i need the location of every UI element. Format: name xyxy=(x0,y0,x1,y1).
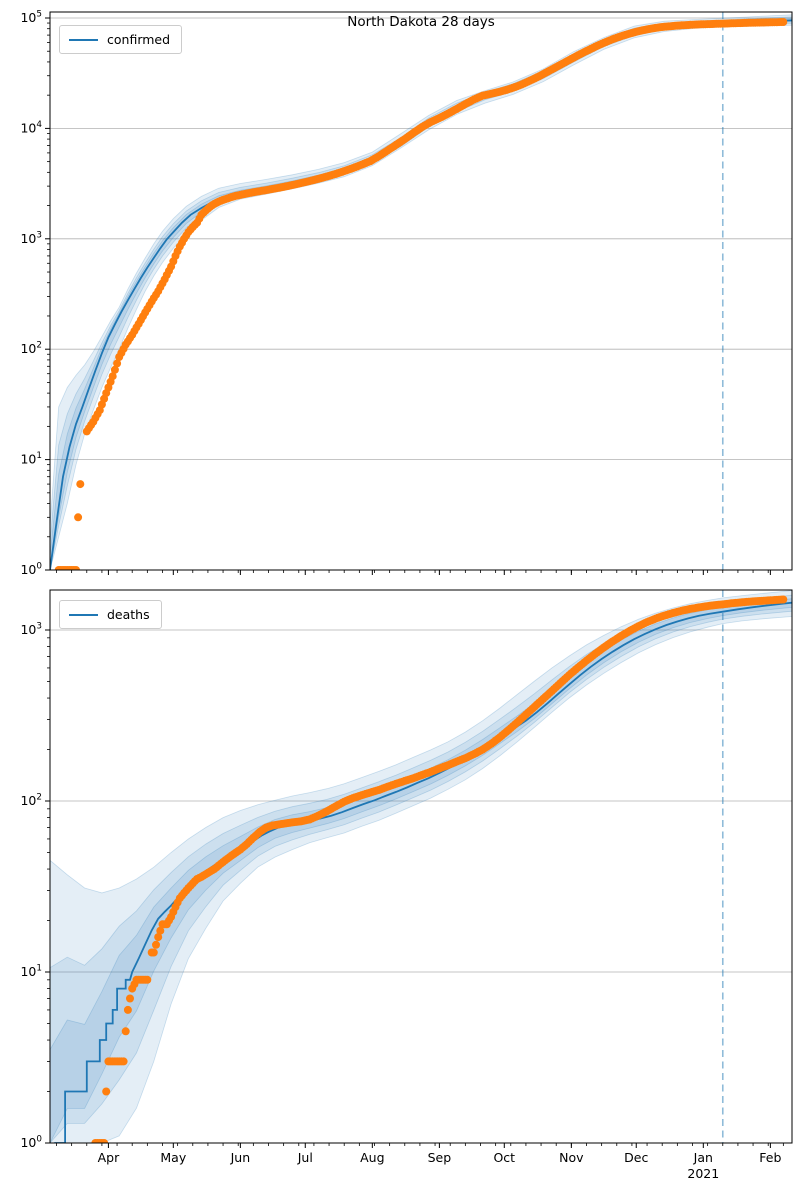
x-tick-label: Jan xyxy=(693,1150,713,1165)
y-tick-label: 101 xyxy=(20,964,42,980)
legend-deaths: deaths xyxy=(59,600,162,629)
data-point xyxy=(74,513,83,522)
data-point xyxy=(126,994,134,1003)
legend-line-sample-icon xyxy=(69,38,98,41)
y-tick-label: 105 xyxy=(20,10,42,26)
data-point xyxy=(779,18,788,26)
legend-label-deaths: deaths xyxy=(107,607,150,622)
x-tick-label: Feb xyxy=(759,1150,781,1165)
data-point xyxy=(102,1087,111,1096)
data-point xyxy=(156,926,165,935)
x-axis-ticks: Apr May Jun Jul Aug Sep Oct Nov Dec Jan Feb 2021 xyxy=(56,1143,784,1181)
x-tick-label: Aug xyxy=(360,1150,384,1165)
confidence-band xyxy=(50,594,792,1143)
grid-lines xyxy=(50,17,792,571)
y-tick-label: 100 xyxy=(20,562,42,578)
data-point xyxy=(154,933,163,942)
confirmed-chart: 100 101 102 103 104 105 xyxy=(20,10,793,578)
y-tick-label: 103 xyxy=(20,622,42,638)
x-axis-ticks xyxy=(56,570,784,575)
x-tick-label: Sep xyxy=(428,1150,452,1165)
y-axis-ticks: 100 101 102 103 xyxy=(20,622,50,1151)
confidence-bands xyxy=(50,590,792,1143)
y-tick-label: 100 xyxy=(20,1135,42,1151)
data-point xyxy=(123,1005,132,1014)
confidence-band xyxy=(50,598,792,1143)
x-tick-label: Oct xyxy=(493,1150,515,1165)
axes-spines xyxy=(49,11,793,571)
y-tick-label: 102 xyxy=(20,341,42,357)
data-point xyxy=(119,1057,128,1066)
y-axis-ticks: 100 101 102 103 104 105 xyxy=(20,10,50,578)
chart-title: North Dakota 28 days xyxy=(347,14,495,30)
observed-points xyxy=(91,595,788,1143)
data-point xyxy=(143,975,152,984)
y-tick-label: 101 xyxy=(20,451,42,467)
data-point xyxy=(72,566,80,570)
legend-confirmed: confirmed xyxy=(59,25,183,54)
legend-line-sample-icon xyxy=(69,613,98,616)
confidence-band xyxy=(50,18,792,570)
x-tick-label: May xyxy=(160,1150,186,1165)
y-tick-label: 102 xyxy=(20,793,42,809)
legend-label-confirmed: confirmed xyxy=(107,32,171,47)
data-point xyxy=(149,948,158,957)
data-point xyxy=(779,595,788,604)
data-point xyxy=(152,940,160,949)
x-tick-label: Nov xyxy=(559,1150,584,1165)
y-tick-label: 104 xyxy=(20,120,42,136)
x-tick-label: Dec xyxy=(624,1150,648,1165)
data-point xyxy=(100,1139,109,1143)
x-axis-year-label: 2021 xyxy=(687,1166,719,1181)
data-point xyxy=(76,480,85,489)
data-point xyxy=(121,1027,130,1036)
data-point xyxy=(110,365,119,374)
y-tick-label: 103 xyxy=(20,230,42,246)
confidence-band xyxy=(50,590,792,1143)
x-tick-label: Jul xyxy=(297,1150,313,1165)
axes-spines xyxy=(49,589,793,1144)
x-tick-label: Apr xyxy=(98,1150,120,1165)
confirmed-model-line xyxy=(50,19,792,570)
observed-points xyxy=(54,18,788,570)
deaths-chart: 100 101 102 103 Apr May Jun Jul Aug Sep Oct Nov Dec J… xyxy=(20,589,793,1181)
data-point xyxy=(108,372,117,381)
data-point xyxy=(113,359,122,368)
x-tick-label: Jun xyxy=(230,1150,251,1165)
